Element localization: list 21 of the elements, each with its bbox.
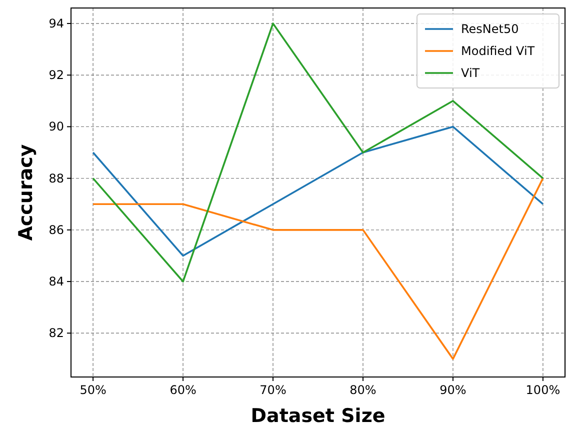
line-series [92,177,544,360]
x-axis-title: Dataset Size [250,405,386,426]
legend-label: ViT [461,66,480,80]
legend-label: Modified ViT [461,44,536,58]
y-tick-label: 90 [48,120,64,134]
y-tick-label: 88 [48,171,64,186]
y-tick-label: 94 [48,16,64,30]
x-tick-label: 60% [170,383,196,397]
y-tick-label: 82 [48,326,64,340]
line-series [92,22,544,282]
legend-label: ResNet50 [461,22,519,36]
x-tick-label: 50% [80,383,106,397]
y-tick-label: 86 [48,222,64,237]
x-tick-label: 100% [526,383,560,397]
x-tick-label: 90% [440,383,466,397]
y-tick-label: 84 [48,274,64,289]
y-axis-title: Accuracy [15,144,37,241]
x-tick-label: 80% [350,383,376,397]
x-tick-label: 70% [260,383,286,397]
line-series [92,126,544,257]
y-tick-label: 92 [48,68,64,82]
